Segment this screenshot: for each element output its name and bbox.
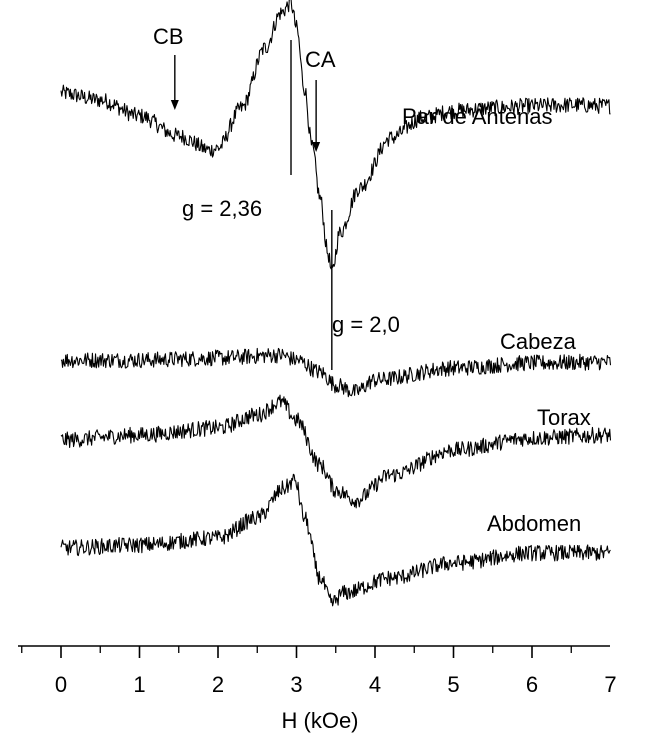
x-axis-ticks: 0 1 2 3 4 5 6 7 bbox=[21, 646, 617, 697]
trace-abdomen bbox=[60, 473, 611, 607]
series-label-par-de-antenas: Par de Antenas bbox=[402, 104, 552, 129]
annotation-markers bbox=[170, 40, 333, 370]
x-tick-label: 6 bbox=[526, 672, 538, 697]
series-label-torax: Torax bbox=[537, 405, 591, 430]
trace-cabeza bbox=[60, 347, 612, 398]
x-tick-label: 5 bbox=[447, 672, 459, 697]
x-tick-label: 2 bbox=[212, 672, 224, 697]
annotation-labels: CB CA g = 2,36 g = 2,0 bbox=[153, 24, 400, 337]
x-tick-label: 7 bbox=[604, 672, 616, 697]
x-tick-label: 3 bbox=[290, 672, 302, 697]
x-tick-label: 1 bbox=[133, 672, 145, 697]
series-label-abdomen: Abdomen bbox=[487, 511, 581, 536]
annotation-ca-arrow-head bbox=[312, 142, 321, 152]
trace-par-de-antenas bbox=[60, 0, 611, 270]
trace-torax bbox=[60, 394, 612, 509]
annotation-cb-label: CB bbox=[153, 24, 184, 49]
annotation-g20-label: g = 2,0 bbox=[332, 312, 400, 337]
x-tick-label: 0 bbox=[55, 672, 67, 697]
x-tick-label: 4 bbox=[369, 672, 381, 697]
series-label-cabeza: Cabeza bbox=[500, 329, 577, 354]
series-labels: Par de Antenas Cabeza Torax Abdomen bbox=[402, 104, 591, 536]
annotation-g236-label: g = 2,36 bbox=[182, 196, 262, 221]
annotation-ca-label: CA bbox=[305, 47, 336, 72]
annotation-cb-arrow-head bbox=[170, 100, 179, 110]
x-axis-title: H (kOe) bbox=[282, 708, 359, 733]
spectra-traces bbox=[60, 0, 612, 607]
